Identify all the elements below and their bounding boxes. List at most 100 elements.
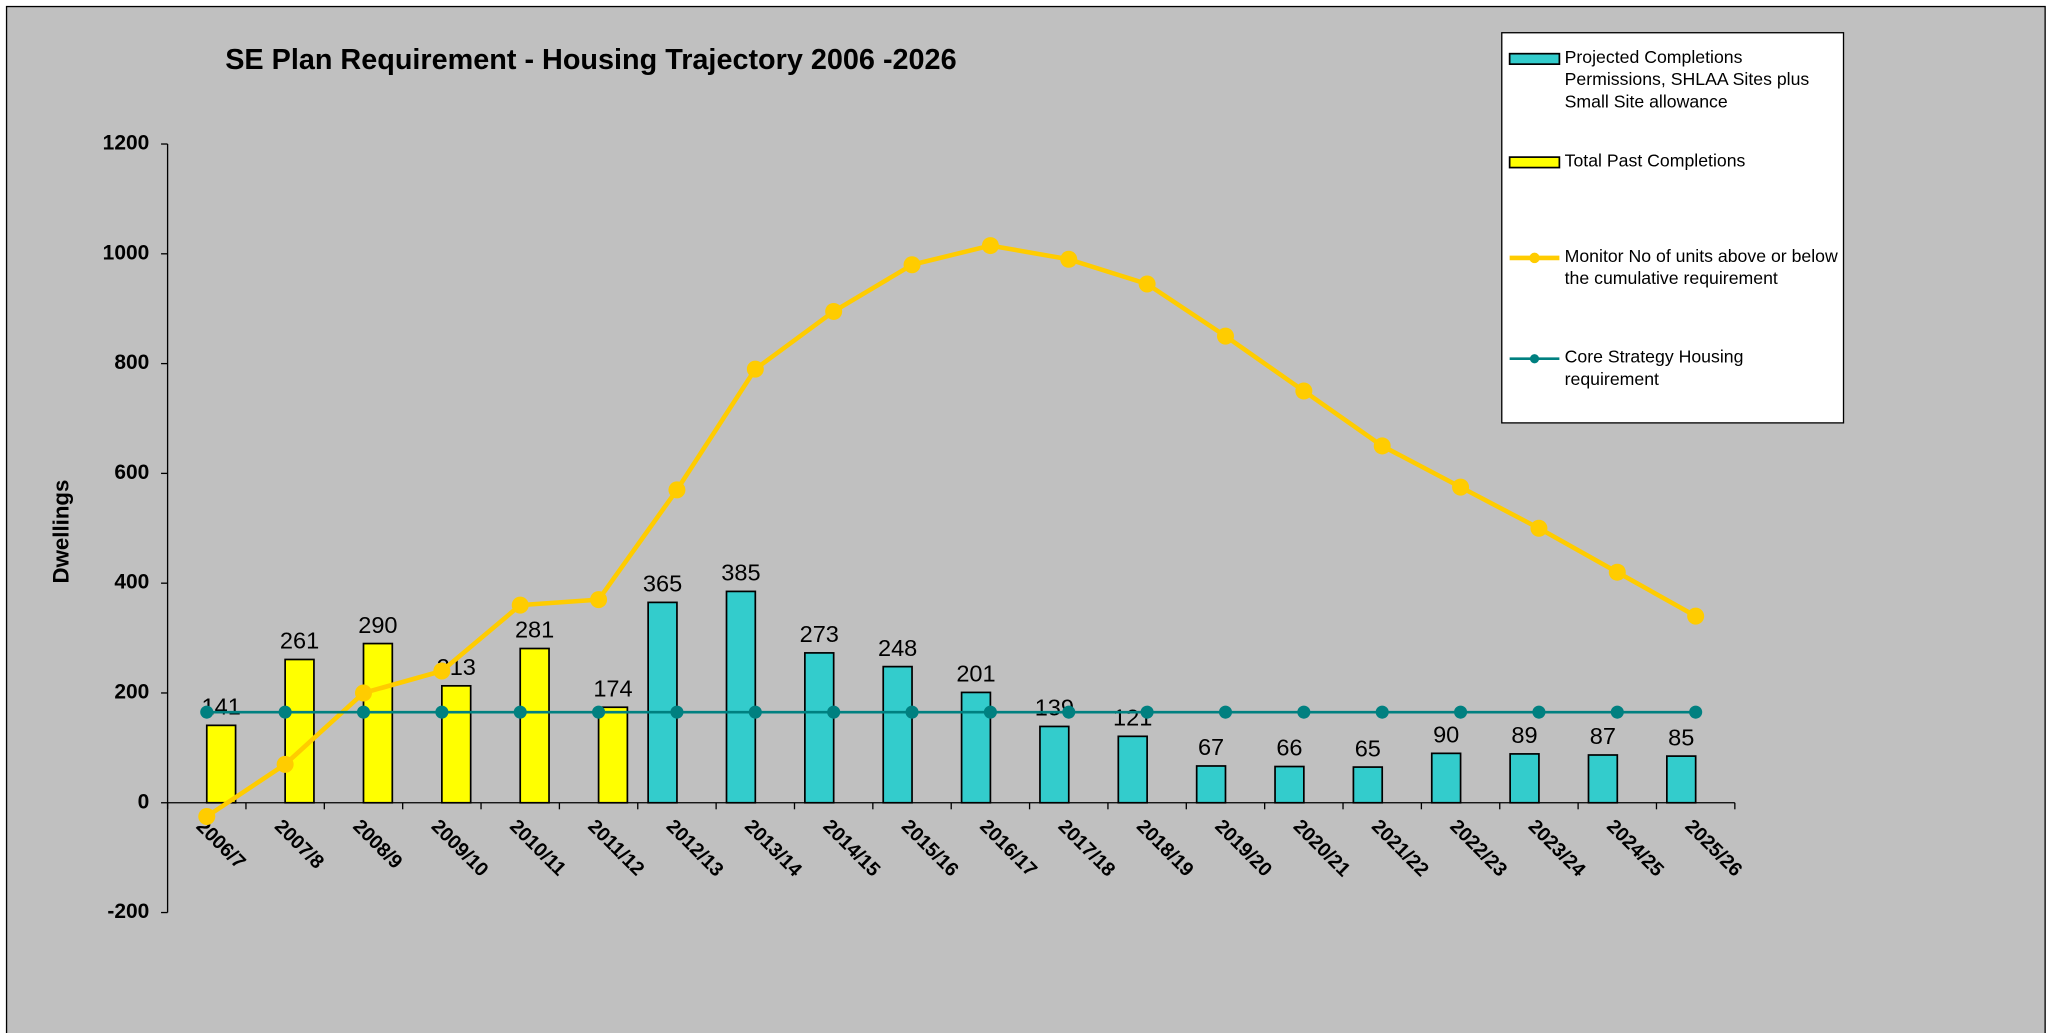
legend-label: Core Strategy Housing requirement — [1564, 346, 1744, 389]
line-marker — [513, 705, 527, 719]
line-marker — [1140, 705, 1154, 719]
bar — [1274, 765, 1305, 804]
line-marker — [200, 705, 214, 719]
line-marker — [433, 662, 451, 680]
data-label: 261 — [280, 628, 319, 654]
bar — [519, 647, 550, 804]
data-label: 273 — [800, 621, 839, 647]
data-label: 90 — [1433, 722, 1459, 748]
legend-swatch-marker — [1529, 354, 1540, 364]
legend-entry: Total Past Completions — [1564, 150, 1746, 171]
line-marker — [746, 360, 764, 378]
data-label: 281 — [515, 617, 554, 643]
line-marker — [590, 591, 608, 609]
y-tick-label: 200 — [114, 681, 149, 704]
bar — [1352, 766, 1384, 804]
bar — [647, 601, 678, 804]
line-marker — [1216, 327, 1234, 345]
line-marker — [1452, 478, 1470, 496]
y-axis-label: Dwellings — [49, 480, 74, 584]
data-label: 201 — [956, 661, 995, 687]
legend-label: Monitor No of units above or below the c… — [1564, 246, 1838, 289]
y-tick-label: 400 — [114, 571, 149, 594]
line-marker — [1373, 437, 1391, 455]
bar — [725, 590, 757, 804]
y-tick-label: -200 — [107, 900, 149, 923]
line-marker — [1060, 250, 1078, 268]
line-marker — [825, 302, 843, 320]
bar — [1117, 735, 1148, 804]
legend-label: Total Past Completions — [1564, 150, 1746, 171]
data-label: 385 — [721, 560, 760, 586]
bar — [1509, 753, 1540, 804]
y-tick-label: 1000 — [103, 241, 150, 264]
data-label: 87 — [1590, 723, 1616, 749]
bar — [1587, 754, 1619, 804]
bar — [1195, 765, 1227, 804]
line-marker — [278, 705, 292, 719]
y-tick-label: 1200 — [103, 132, 150, 155]
bar — [804, 652, 835, 804]
bar — [205, 724, 237, 804]
bar — [1430, 752, 1462, 804]
line-series — [205, 243, 1697, 819]
line-marker — [981, 237, 999, 255]
data-label: 248 — [878, 635, 917, 661]
line-marker — [1532, 705, 1546, 719]
line-marker — [827, 705, 841, 719]
legend-entry: Core Strategy Housing requirement — [1564, 346, 1744, 389]
line-marker — [276, 755, 294, 773]
line-marker — [1687, 607, 1705, 625]
data-label: 65 — [1355, 735, 1381, 761]
line-marker — [1454, 705, 1468, 719]
data-label: 174 — [593, 675, 632, 701]
y-tick-label: 600 — [114, 461, 149, 484]
line-marker — [668, 481, 686, 499]
bar — [284, 658, 315, 804]
bar — [882, 665, 913, 804]
legend-swatch-marker — [1529, 252, 1540, 264]
legend-label: Projected Completions Permissions, SHLAA… — [1564, 47, 1810, 112]
line-marker — [198, 807, 216, 825]
data-label: 365 — [643, 571, 682, 597]
bar — [362, 642, 394, 804]
line-marker — [1530, 519, 1548, 537]
data-label: 67 — [1198, 734, 1224, 760]
line-marker — [1062, 705, 1076, 719]
legend-swatch — [1508, 52, 1561, 66]
bar — [1666, 755, 1697, 804]
line-marker — [356, 705, 371, 719]
line-marker — [435, 705, 449, 719]
line-marker — [983, 705, 997, 719]
line-marker — [1297, 705, 1311, 719]
line-marker — [670, 705, 684, 719]
y-tick-label: 0 — [138, 790, 150, 813]
line-marker — [1689, 705, 1703, 719]
line-marker — [903, 256, 921, 274]
data-label: 66 — [1276, 735, 1302, 761]
bar — [1039, 725, 1070, 804]
legend-entry: Monitor No of units above or below the c… — [1564, 246, 1838, 289]
legend-entry: Projected Completions Permissions, SHLAA… — [1564, 47, 1810, 112]
line-marker — [1610, 705, 1624, 719]
line-marker — [1375, 705, 1389, 719]
chart-title: SE Plan Requirement - Housing Trajectory… — [225, 44, 956, 76]
line-marker — [354, 684, 373, 702]
line-marker — [1608, 563, 1626, 581]
bar — [597, 706, 629, 804]
data-label: 85 — [1668, 724, 1694, 750]
legend-swatch — [1508, 156, 1561, 169]
line-marker — [511, 596, 529, 614]
line-marker — [592, 705, 606, 719]
bar — [441, 684, 472, 804]
line-marker — [1218, 705, 1233, 719]
line-marker — [905, 705, 919, 719]
line-marker — [1138, 275, 1156, 293]
line-marker — [1295, 382, 1313, 400]
line-marker — [748, 705, 762, 719]
y-tick-label: 800 — [114, 351, 149, 374]
data-label: 290 — [358, 612, 397, 638]
data-label: 89 — [1511, 722, 1537, 748]
